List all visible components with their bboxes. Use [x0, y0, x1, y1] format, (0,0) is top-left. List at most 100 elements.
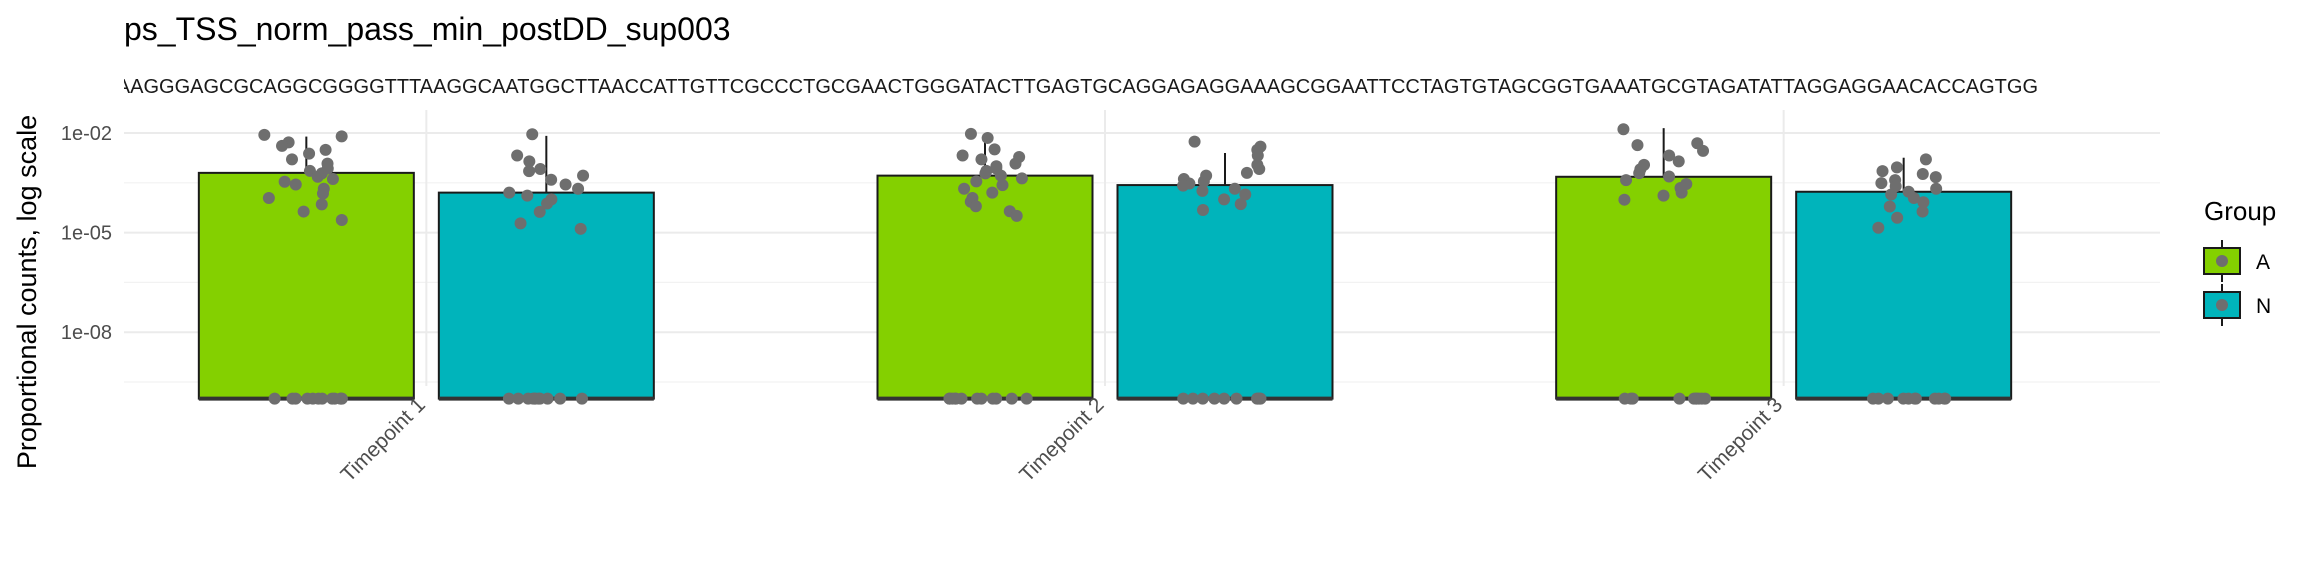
- data-point: [1617, 123, 1630, 136]
- zero-data-point: [268, 392, 281, 405]
- zero-data-point: [1618, 392, 1631, 405]
- data-point: [1672, 155, 1685, 168]
- data-point: [1697, 144, 1710, 157]
- data-point: [1929, 171, 1942, 184]
- zero-data-point: [1695, 392, 1708, 405]
- data-point: [315, 198, 328, 211]
- data-point: [311, 170, 324, 183]
- zero-data-point: [533, 392, 546, 405]
- data-point: [956, 149, 969, 162]
- data-point: [1916, 205, 1929, 218]
- zero-data-point: [1208, 392, 1221, 405]
- zero-data-point: [1196, 392, 1209, 405]
- data-point: [1188, 135, 1201, 148]
- zero-data-point: [1020, 392, 1033, 405]
- data-point: [262, 192, 275, 205]
- bar: [876, 174, 1094, 400]
- bar: [1555, 175, 1773, 400]
- data-point: [534, 163, 547, 176]
- data-point: [574, 222, 587, 235]
- legend-label: N: [2256, 295, 2271, 318]
- zero-data-point: [554, 392, 567, 405]
- data-point: [572, 182, 585, 195]
- data-point: [1883, 200, 1896, 213]
- data-point: [526, 128, 539, 141]
- x-tick-label: Timepoint 2: [1015, 393, 1108, 486]
- data-point: [1907, 192, 1920, 205]
- data-point: [511, 149, 524, 162]
- data-point: [1234, 198, 1247, 211]
- data-point: [994, 169, 1007, 182]
- y-tick-label: 1e-08: [61, 322, 112, 344]
- data-point: [988, 143, 1001, 156]
- data-point: [1872, 221, 1885, 234]
- data-point: [981, 131, 994, 144]
- data-point: [1891, 211, 1904, 224]
- zero-data-point: [512, 392, 525, 405]
- bar: [437, 191, 655, 400]
- y-tick-label: 1e-05: [61, 223, 112, 245]
- data-point: [975, 153, 988, 166]
- data-point: [996, 179, 1009, 192]
- legend-key-point: [2216, 255, 2228, 267]
- data-point: [1875, 177, 1888, 190]
- zero-data-point: [328, 392, 341, 405]
- zero-data-point: [986, 392, 999, 405]
- zero-data-point: [502, 392, 515, 405]
- data-point: [958, 182, 971, 195]
- data-point: [533, 205, 546, 218]
- zero-data-point: [306, 392, 319, 405]
- zero-data-point: [1177, 392, 1190, 405]
- data-point: [577, 169, 590, 182]
- data-point: [1633, 167, 1646, 180]
- chart-title: ps_TSS_norm_pass_min_postDD_sup003: [124, 11, 731, 47]
- data-point: [335, 213, 348, 226]
- data-point: [503, 186, 516, 199]
- data-point: [285, 153, 298, 166]
- data-point: [1196, 184, 1209, 197]
- data-point: [1620, 174, 1633, 187]
- data-point: [986, 186, 999, 199]
- data-point: [319, 143, 332, 156]
- data-point: [523, 155, 536, 168]
- data-point: [335, 130, 348, 143]
- data-point: [1876, 165, 1889, 178]
- data-point: [969, 200, 982, 213]
- data-point: [316, 187, 329, 200]
- data-point: [1930, 182, 1943, 195]
- data-point: [964, 127, 977, 140]
- data-point: [1663, 149, 1676, 162]
- legend-label: A: [2256, 251, 2270, 274]
- zero-data-point: [286, 392, 299, 405]
- data-point: [1663, 170, 1676, 183]
- zero-data-point: [949, 392, 962, 405]
- data-point: [1890, 161, 1903, 174]
- legend-title: Group: [2204, 196, 2276, 226]
- zero-data-point: [1867, 392, 1880, 405]
- data-point: [521, 189, 534, 202]
- y-axis-label: Proportional counts, log scale: [12, 115, 42, 469]
- bar: [1795, 190, 2013, 400]
- legend: Group AN: [2203, 196, 2276, 326]
- data-point: [289, 178, 302, 191]
- data-point: [258, 128, 271, 141]
- data-point: [297, 205, 310, 218]
- data-point: [1218, 193, 1231, 206]
- y-axis-ticks: 1e-02 1e-05 1e-08: [61, 123, 112, 344]
- zero-data-point: [1186, 392, 1199, 405]
- zero-data-point: [1254, 392, 1267, 405]
- data-point: [1675, 186, 1688, 199]
- data-point: [559, 178, 572, 191]
- data-point: [1885, 188, 1898, 201]
- data-point: [1253, 163, 1266, 176]
- zero-data-point: [1218, 392, 1231, 405]
- data-point: [303, 147, 316, 160]
- data-point: [1657, 189, 1670, 202]
- data-point: [1251, 149, 1264, 162]
- bar: [1116, 184, 1334, 400]
- data-point: [1009, 157, 1022, 170]
- data-point: [278, 175, 291, 188]
- data-point: [1919, 153, 1932, 166]
- data-point: [979, 167, 992, 180]
